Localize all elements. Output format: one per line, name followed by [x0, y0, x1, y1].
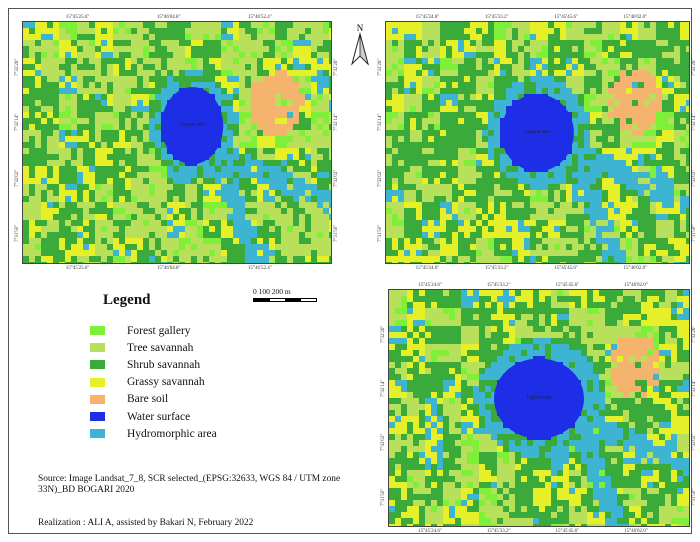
land-cover-raster-top-right: Lagoon lake [386, 22, 689, 263]
coordinate-tick-label: 7°32'02" [381, 434, 386, 452]
legend-item: Bare soil [90, 391, 217, 408]
legend-swatch [90, 343, 105, 353]
legend-swatch [90, 326, 105, 336]
map-panel-top-right: Lagoon lake 15°45'24.6" 15°45'33.2" 15°45'… [378, 15, 697, 271]
coordinate-tick-label: 15°45'45.6" [554, 266, 578, 271]
scale-bar: 0 100 200 m [253, 287, 317, 302]
coordinate-tick-label: 15°45'24.6" [418, 283, 442, 288]
land-cover-raster-top-left: Lagoon lake [23, 22, 331, 263]
legend-item: Water surface [90, 408, 217, 425]
legend-label: Tree savannah [127, 341, 194, 354]
coordinate-tick-label: 15°45'24.6" [415, 266, 440, 271]
legend-label: Water surface [127, 410, 191, 423]
coordinate-tick-label: 7°32'02" [334, 169, 339, 187]
realisation-text: Realization : ALI A, assisted by Bakari … [38, 518, 254, 528]
map-panel-top-left: Lagoon lake 15°45'25.6" 15°46'04.8" 15°46'… [15, 15, 339, 271]
lagoon-lake [501, 94, 574, 172]
legend-swatch [90, 394, 105, 404]
map-layout-frame [8, 8, 692, 534]
land-cover-raster-bottom-right: Lagoon lake [389, 290, 689, 526]
coordinate-tick-label: 7°31'50" [692, 488, 697, 506]
coordinate-tick-label: 15°45'45.6" [555, 283, 580, 288]
legend-item: Forest gallery [90, 322, 217, 339]
coordinate-tick-label: 7°32'14" [334, 113, 339, 132]
coordinate-tick-label: 7°32'14" [378, 113, 383, 132]
coordinate-tick-label: 7°32'14" [692, 113, 697, 132]
coordinate-tick-label: 7°31'50" [378, 224, 383, 242]
coordinate-tick-label: 7°32'14" [381, 379, 386, 398]
legend-item: Grassy savannah [90, 374, 217, 391]
coordinate-tick-label: 15°46'04.8" [156, 15, 181, 20]
coordinate-tick-label: 15°46'52.4" [248, 15, 272, 20]
scale-label: 0 100 200 m [253, 287, 291, 296]
coordinate-tick-label: 7°32'02" [692, 434, 697, 452]
coordinate-tick-label: 15°45'25.6" [65, 15, 90, 20]
coordinate-tick-label: 15°46'02.0" [624, 529, 648, 534]
coordinate-tick-label: 7°31'50" [381, 488, 386, 506]
coordinate-tick-label: 15°46'52.4" [248, 266, 272, 271]
coordinate-tick-label: 15°45'33.2" [484, 15, 509, 20]
coordinate-tick-label: 7°31'50" [692, 224, 697, 242]
lake-label: Lagoon lake [527, 396, 553, 401]
coordinate-tick-label: 15°45'33.2" [486, 283, 511, 288]
legend-list: Forest gallery Tree savannah Shrub savanna… [90, 322, 217, 442]
north-letter: N [357, 23, 364, 33]
coordinate-tick-label: 7°32'26" [378, 58, 383, 77]
map-panel-bottom-right: Lagoon lake 15°45'24.6" 15°45'33.2" 15°45'… [381, 283, 697, 534]
coordinate-tick-label: 7°32'02" [692, 169, 697, 187]
coordinate-tick-label: 7°31'50" [15, 224, 20, 242]
coordinate-tick-label: 7°32'26" [381, 325, 386, 344]
coordinate-tick-label: 7°32'26" [15, 58, 20, 77]
coordinate-tick-label: 7°32'26" [692, 58, 697, 77]
legend-label: Shrub savannah [127, 358, 201, 371]
lake-label: Lagoon lake [180, 123, 206, 128]
coordinate-tick-label: 7°32'14" [15, 113, 20, 132]
coordinate-tick-label: 15°45'25.6" [65, 266, 90, 271]
coordinate-tick-label: 15°46'02.0" [623, 266, 648, 271]
coordinate-tick-label: 15°45'24.6" [418, 529, 442, 534]
legend-label: Grassy savannah [127, 376, 205, 389]
coordinate-tick-label: 7°32'02" [15, 169, 20, 187]
legend-swatch [90, 412, 105, 422]
legend-title: Legend [103, 292, 151, 308]
scale-line [253, 298, 317, 302]
coordinate-tick-label: 15°45'24.6" [415, 15, 440, 20]
legend-swatch [90, 360, 105, 370]
coordinate-tick-label: 7°32'26" [692, 325, 697, 344]
coordinate-tick-label: 15°46'02.0" [623, 15, 648, 20]
north-arrow-icon: N [351, 23, 369, 66]
coordinate-tick-label: 7°32'14" [692, 379, 697, 398]
legend-swatch [90, 429, 105, 439]
legend-label: Bare soil [127, 393, 169, 406]
coordinate-tick-label: 15°45'33.2" [486, 529, 511, 534]
legend-swatch [90, 377, 105, 387]
legend-item: Shrub savannah [90, 356, 217, 373]
legend-label: Hydromorphic area [127, 427, 217, 440]
coordinate-tick-label: 15°45'33.2" [484, 266, 509, 271]
lagoon-lake [161, 87, 224, 165]
coordinate-tick-label: 7°32'02" [378, 169, 383, 187]
legend-item: Hydromorphic area [90, 425, 217, 442]
lagoon-lake [494, 358, 584, 439]
legend-label: Forest gallery [127, 324, 191, 337]
coordinate-tick-label: 15°45'45.6" [555, 529, 580, 534]
legend-item: Tree savannah [90, 339, 217, 356]
coordinate-tick-label: 7°31'50" [334, 224, 339, 242]
coordinate-tick-label: 15°46'04.8" [156, 266, 181, 271]
coordinate-tick-label: 15°45'45.6" [554, 15, 578, 20]
coordinate-tick-label: 7°32'26" [334, 58, 339, 77]
lake-label: Lagoon lake [525, 130, 551, 135]
coordinate-tick-label: 15°46'02.0" [624, 283, 648, 288]
source-text: Source: Image Landsat_7_8, SCR selected_… [38, 474, 341, 495]
